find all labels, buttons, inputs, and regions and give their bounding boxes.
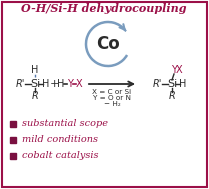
Text: X: X [176,65,182,75]
FancyBboxPatch shape [2,2,207,187]
Text: substantial scope: substantial scope [22,119,108,129]
Text: Y: Y [171,65,177,75]
Text: R: R [32,91,38,101]
Text: − H₂: − H₂ [104,101,120,107]
Text: X: X [76,79,82,89]
Text: H: H [179,79,187,89]
Text: H: H [31,65,39,75]
Text: cobalt catalysis: cobalt catalysis [22,152,98,160]
Text: Si: Si [30,79,40,89]
Text: R: R [169,91,175,101]
Text: Y: Y [67,79,73,89]
Text: Si: Si [167,79,177,89]
Bar [10,137,16,143]
Bar [10,153,16,159]
Text: mild conditions: mild conditions [22,136,98,145]
Text: X = C or Si: X = C or Si [92,89,131,95]
Text: +: + [49,79,59,89]
Text: H: H [42,79,50,89]
Text: O-H/Si-H dehydrocoupling: O-H/Si-H dehydrocoupling [21,2,187,13]
Text: Y = O or N: Y = O or N [93,95,131,101]
Bar [10,121,16,127]
Text: R': R' [15,79,25,89]
Text: H: H [57,79,65,89]
Text: R': R' [152,79,162,89]
Text: Co: Co [96,35,120,53]
